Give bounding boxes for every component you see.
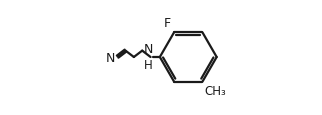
Text: N: N <box>106 52 116 65</box>
Text: F: F <box>164 17 171 30</box>
Text: H: H <box>144 59 153 72</box>
Text: N: N <box>144 43 153 56</box>
Text: CH₃: CH₃ <box>204 84 226 97</box>
